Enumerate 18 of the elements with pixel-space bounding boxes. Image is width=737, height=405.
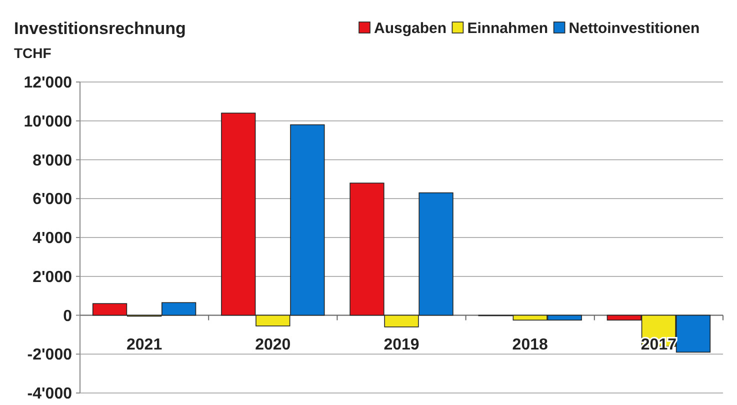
legend-label: Einnahmen (467, 20, 548, 37)
y-tick-label: 12'000 (24, 74, 72, 92)
chart-title: Investitionsrechnung (14, 19, 186, 38)
x-tick-label: 2019 (384, 336, 420, 354)
x-tick-label: 2018 (512, 336, 548, 354)
y-tick-label: -4'000 (27, 386, 72, 403)
legend-label: Ausgaben (374, 20, 447, 37)
y-axis-title: TCHF (14, 45, 52, 61)
y-tick-label: 4'000 (32, 230, 72, 248)
y-tick-label: -2'000 (27, 346, 72, 364)
y-tick-label: 8'000 (32, 152, 72, 170)
legend-label: Nettoinvestitionen (568, 20, 700, 37)
y-tick-label: 0 (63, 308, 72, 325)
y-tick-label: 6'000 (32, 191, 72, 208)
y-tick-label: 10'000 (24, 113, 72, 130)
x-tick-label: 2020 (255, 336, 291, 354)
y-tick-label: 2'000 (32, 268, 72, 286)
x-tick-label: 2021 (126, 336, 162, 354)
